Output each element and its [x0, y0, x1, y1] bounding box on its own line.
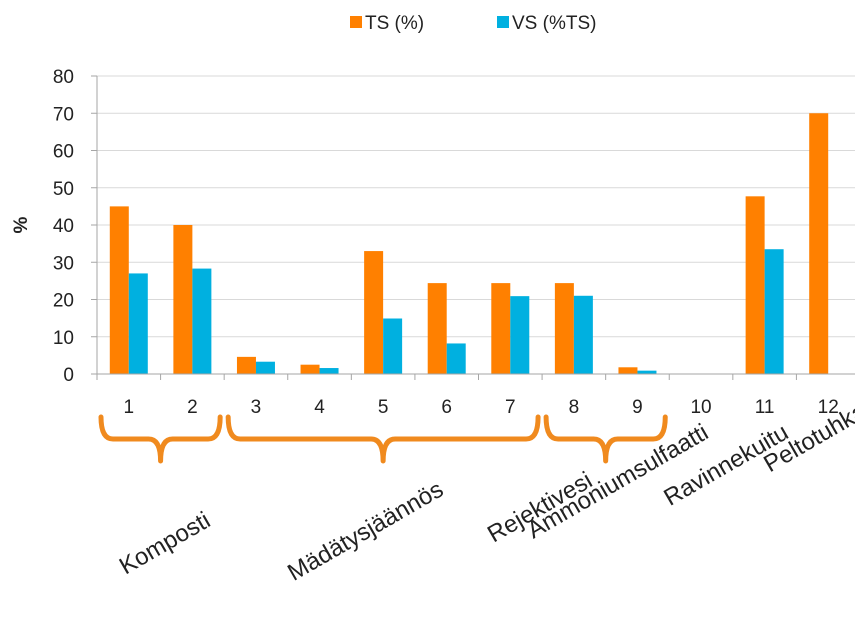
x-tick-label: 12: [818, 397, 839, 418]
y-tick-label: 80: [53, 67, 74, 88]
y-tick-labels: 0 10 20 30 40 50 60 70 80: [53, 67, 74, 386]
x-tick-label: 5: [378, 397, 389, 418]
y-tick-label: 10: [53, 328, 74, 349]
bar-vs-3: [255, 361, 275, 374]
x-tick-label: 4: [314, 397, 325, 418]
legend-label-0: TS (%): [365, 13, 424, 34]
bar-ts-3: [236, 356, 256, 374]
legend-label-1: VS (%TS): [512, 13, 596, 34]
bar-ts-1: [109, 206, 129, 374]
bracket-1: [225, 414, 541, 464]
bar-vs-7: [510, 296, 530, 374]
bar-vs-5: [383, 318, 403, 374]
x-tick-label: 8: [569, 397, 580, 418]
bar-ts-6: [427, 283, 447, 374]
y-tick-label: 30: [53, 253, 74, 274]
x-tick-label: 2: [187, 397, 198, 418]
bars: [109, 113, 829, 374]
x-tick-label: 10: [690, 397, 711, 418]
bar-ts-11: [745, 196, 765, 374]
bar-vs-6: [446, 343, 466, 374]
bracket-0: [98, 414, 223, 464]
x-tick-labels: 1 2 3 4 5 6 7 8 9 10 11 12: [124, 397, 839, 418]
bar-ts-7: [491, 283, 511, 374]
y-tick-label: 50: [53, 179, 74, 200]
group-label-1: Mädätysjäännös: [283, 476, 448, 587]
bar-vs-8: [573, 295, 593, 374]
bar-ts-9: [618, 367, 638, 374]
y-axis-label: %: [11, 216, 32, 233]
axes: [91, 75, 855, 380]
group-brackets: [98, 414, 668, 464]
bar-vs-11: [764, 249, 784, 374]
legend: TS (%) VS (%TS): [350, 13, 596, 34]
bar-vs-4: [319, 368, 339, 374]
y-tick-label: 60: [53, 142, 74, 163]
bar-vs-1: [128, 273, 148, 374]
bar-ts-2: [173, 225, 193, 374]
group-labels: Komposti Mädätysjäännös RejektivesiAmmoniu…: [115, 397, 855, 586]
bar-ts-5: [364, 251, 384, 374]
bar-vs-2: [192, 268, 212, 374]
bar-ts-12: [809, 113, 829, 374]
bar-ts-4: [300, 364, 320, 374]
group-label-0: Komposti: [115, 507, 215, 580]
legend-swatch-1: [497, 16, 509, 28]
x-tick-label: 6: [441, 397, 452, 418]
x-tick-label: 9: [632, 397, 643, 418]
x-tick-label: 11: [755, 397, 775, 418]
x-tick-label: 7: [505, 397, 516, 418]
x-tick-label: 1: [124, 397, 135, 418]
y-tick-label: 40: [53, 216, 74, 237]
gridlines: [97, 75, 855, 338]
legend-swatch-0: [350, 16, 362, 28]
bar-ts-8: [554, 283, 574, 374]
y-tick-label: 0: [63, 365, 74, 386]
y-tick-label: 70: [53, 104, 74, 125]
y-tick-label: 20: [53, 291, 74, 312]
bracket-2: [543, 414, 668, 464]
bar-vs-9: [637, 370, 657, 374]
x-tick-label: 3: [251, 397, 262, 418]
